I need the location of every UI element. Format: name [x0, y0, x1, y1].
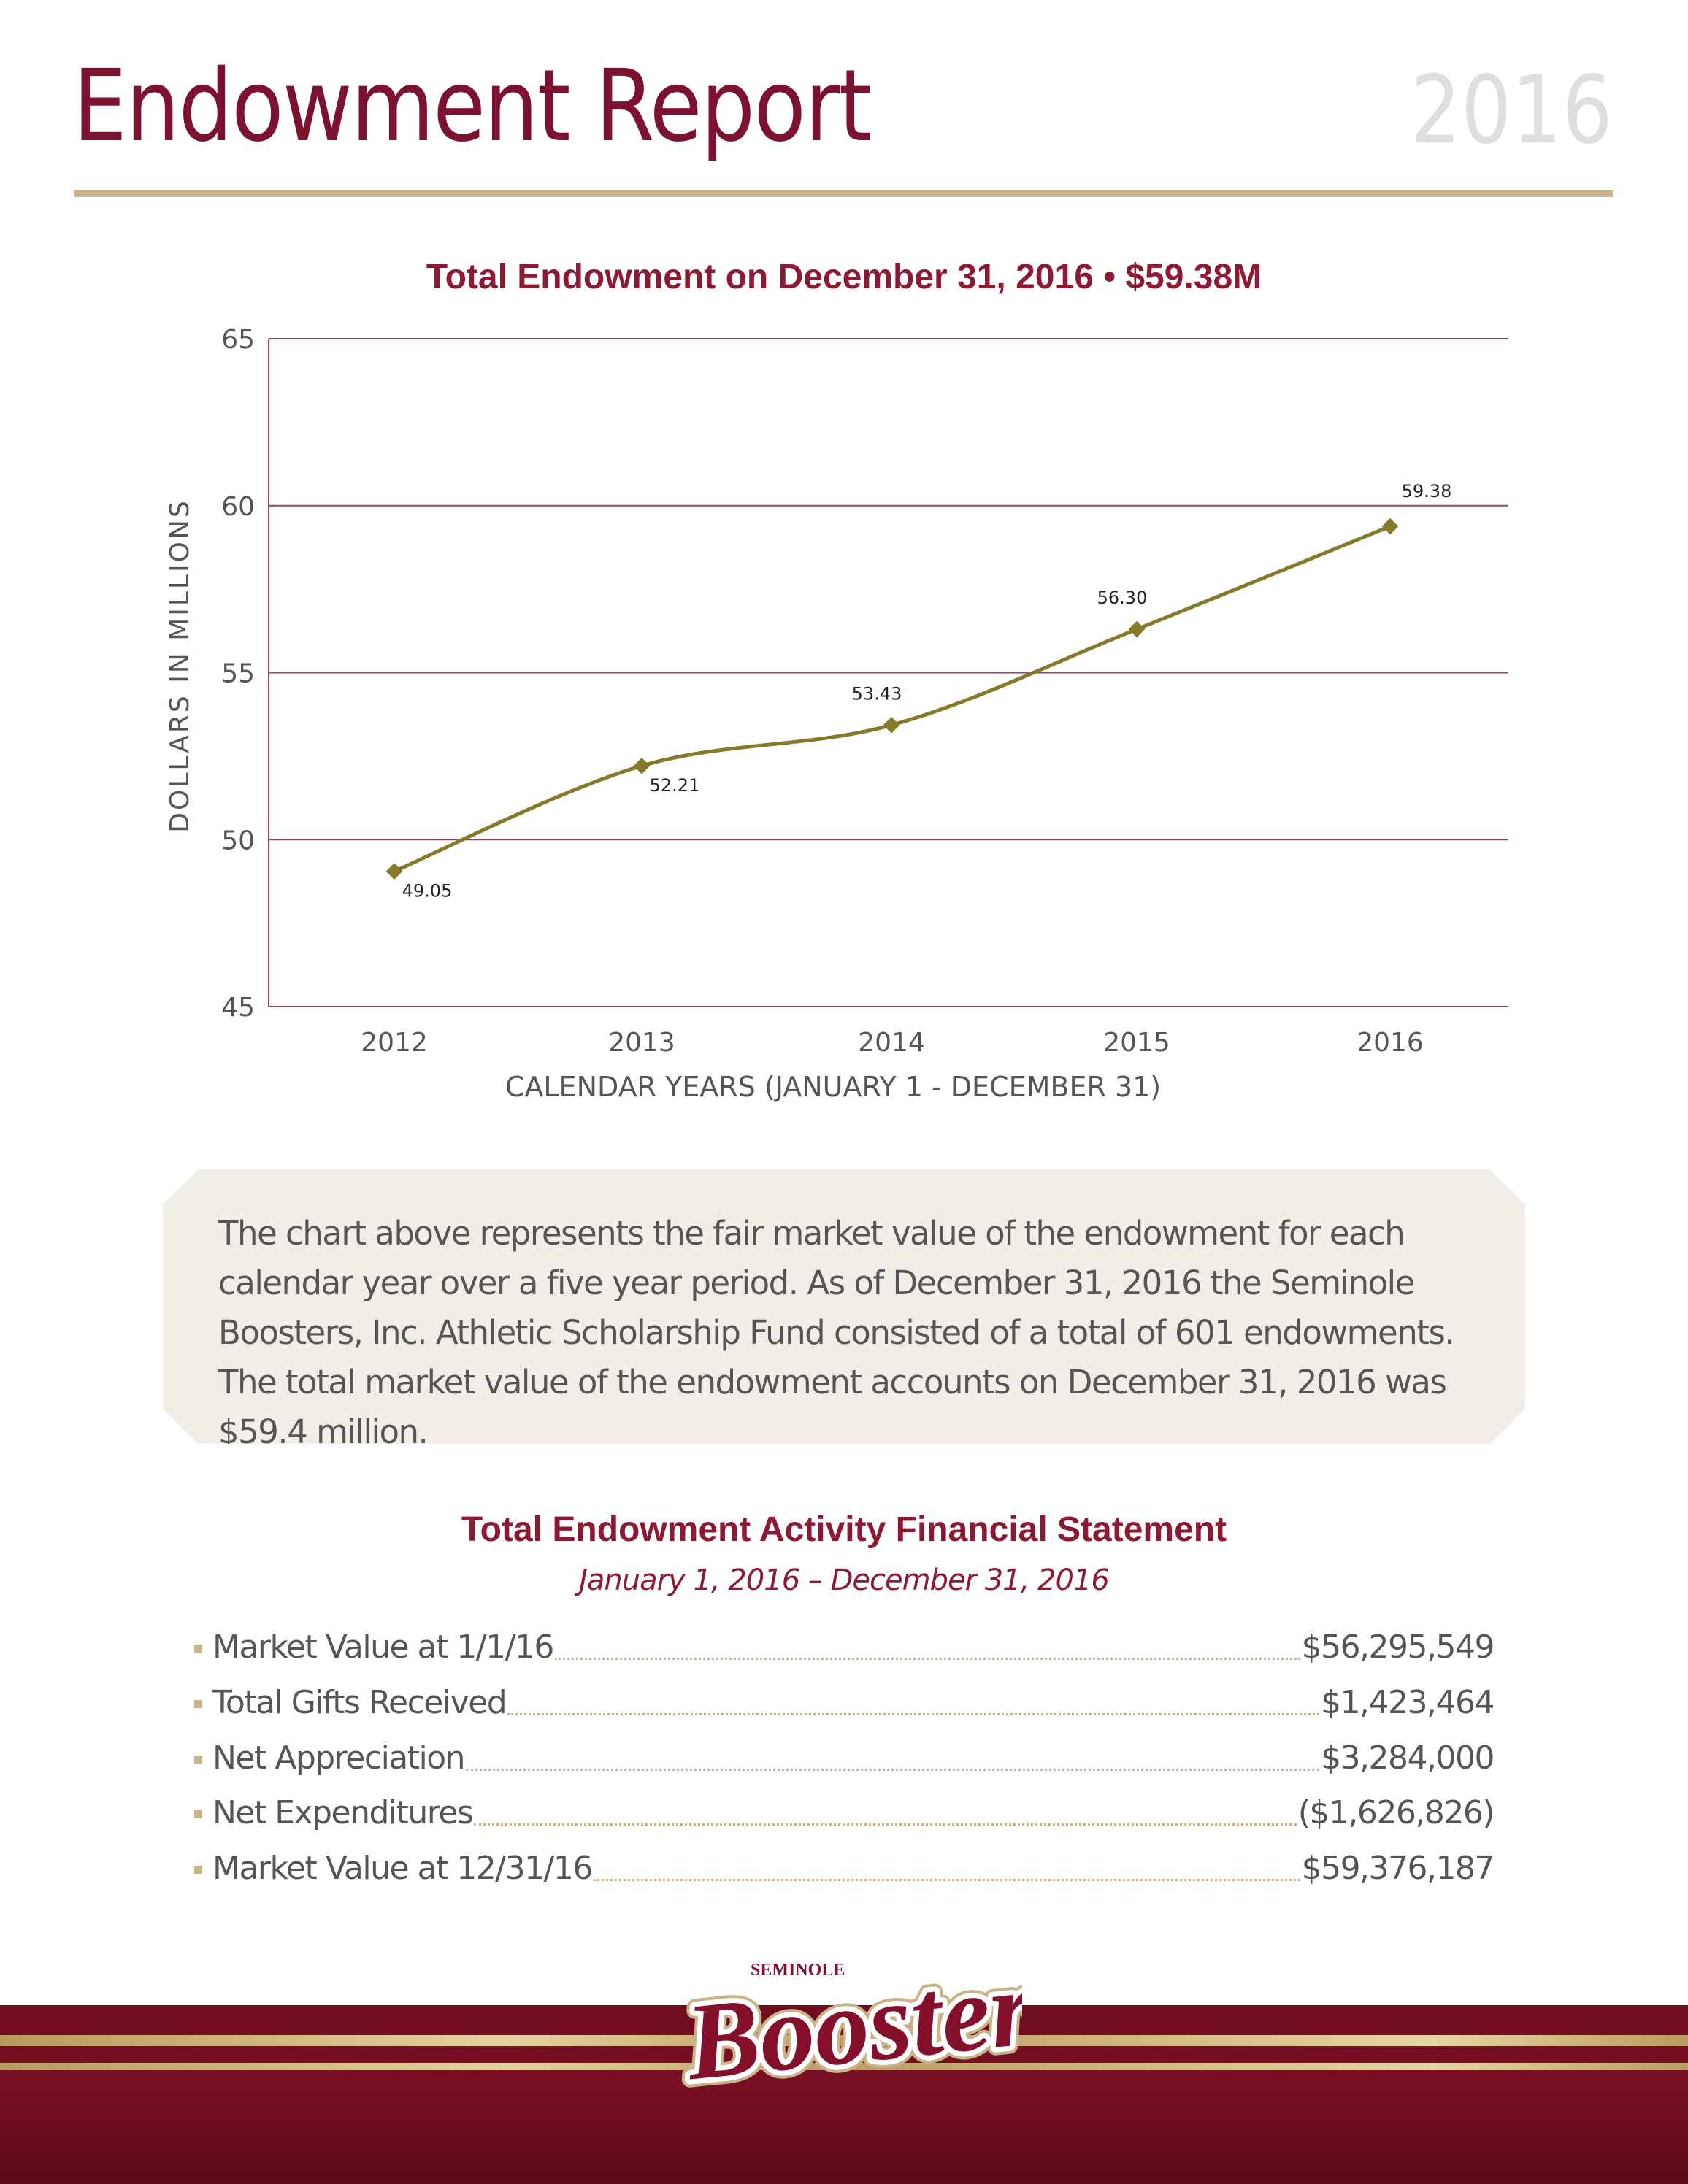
seminole-boosters-logo: SEMINOLE Boosters Boosters Boosters	[672, 1942, 1022, 2102]
logo-main-text: Boosters	[679, 1942, 1022, 2102]
header-divider	[74, 190, 1613, 197]
x-tick-label: 2016	[1357, 1028, 1424, 1058]
y-tick-label: 60	[221, 492, 255, 522]
data-label: 53.43	[852, 683, 902, 704]
dot-leader	[466, 1769, 1320, 1771]
x-axis-label: CALENDAR YEARS (JANUARY 1 - DECEMBER 31)	[505, 1071, 1161, 1103]
logo-top-text: SEMINOLE	[751, 1961, 845, 1980]
statement-row: Net Expenditures ($1,626,826)	[194, 1788, 1495, 1831]
y-tick-label: 50	[221, 826, 255, 855]
y-axis-label: DOLLARS IN MILLIONS	[165, 499, 195, 832]
y-tick-label: 55	[221, 659, 255, 689]
footer-band	[0, 2005, 1688, 2184]
statement-row: Market Value at 1/1/16 $56,295,549	[194, 1622, 1495, 1666]
row-label: Market Value at 12/31/16	[212, 1850, 593, 1887]
dot-leader	[507, 1713, 1320, 1715]
bullet-icon	[194, 1756, 202, 1764]
row-value: ($1,626,826)	[1297, 1794, 1495, 1831]
endowment-line-chart: 45 50 55 60 65 2012 2013 2014 2015 2016 49.05 52.…	[165, 325, 1508, 1103]
data-label: 49.05	[402, 881, 453, 901]
x-tick-label: 2013	[608, 1028, 675, 1058]
dot-leader	[474, 1823, 1297, 1826]
data-point	[883, 717, 900, 734]
bullet-icon	[194, 1700, 202, 1708]
statement-row: Net Appreciation $3,284,000	[194, 1733, 1495, 1777]
x-tick-label: 2012	[361, 1028, 428, 1058]
statement-row: Total Gifts Received $1,423,464	[194, 1677, 1495, 1721]
row-value: $1,423,464	[1321, 1684, 1495, 1721]
bullet-icon	[194, 1866, 202, 1874]
row-label: Total Gifts Received	[212, 1684, 507, 1721]
x-tick-label: 2015	[1103, 1028, 1170, 1058]
row-value: $59,376,187	[1301, 1850, 1495, 1887]
row-value: $3,284,000	[1321, 1739, 1495, 1777]
data-label: 52.21	[650, 775, 700, 796]
bullet-icon	[194, 1810, 202, 1818]
footer-stripe	[0, 2035, 1688, 2046]
description-text: The chart above represents the fair mark…	[218, 1214, 1454, 1451]
y-tick-label: 45	[221, 993, 255, 1023]
dot-leader	[554, 1658, 1300, 1660]
data-point	[633, 757, 651, 774]
dot-leader	[593, 1879, 1300, 1881]
x-tick-label: 2014	[858, 1028, 925, 1058]
row-label: Net Appreciation	[212, 1739, 466, 1777]
chart-title: Total Endowment on December 31, 2016 • $…	[426, 258, 1262, 296]
row-label: Net Expenditures	[212, 1794, 474, 1831]
footer-stripe	[0, 2063, 1688, 2070]
data-point	[1381, 518, 1399, 535]
report-year: 2016	[1411, 56, 1613, 165]
y-tick-label: 65	[221, 325, 255, 355]
data-point	[385, 863, 403, 880]
row-value: $56,295,549	[1301, 1629, 1495, 1666]
page-title: Endowment Report	[73, 49, 872, 164]
data-label: 59.38	[1402, 481, 1452, 501]
bullet-icon	[194, 1645, 202, 1653]
description-box: The chart above represents the fair mark…	[163, 1169, 1525, 1444]
data-label: 56.30	[1097, 588, 1148, 608]
row-label: Market Value at 1/1/16	[212, 1629, 554, 1666]
statement-row: Market Value at 12/31/16 $59,376,187	[194, 1843, 1495, 1887]
data-point	[1128, 620, 1146, 638]
statement-period: January 1, 2016 – December 31, 2016	[579, 1564, 1110, 1597]
statement-title: Total Endowment Activity Financial State…	[461, 1510, 1227, 1549]
